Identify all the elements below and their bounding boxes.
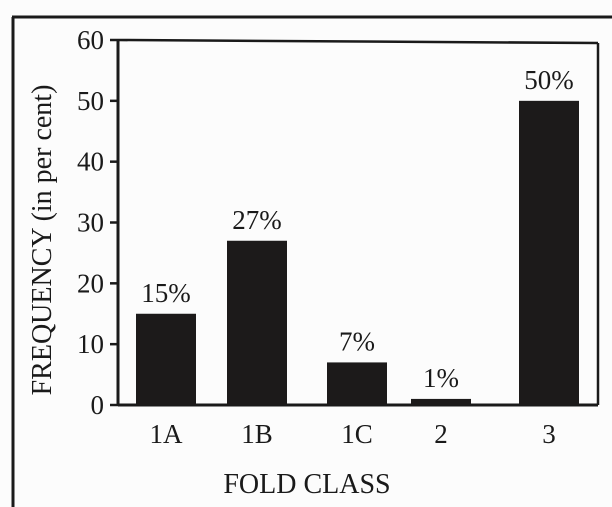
data-label-1B: 27% (232, 205, 282, 235)
bar-1C (327, 362, 387, 405)
x-tick-label-1C: 1C (341, 419, 373, 449)
data-label-2: 1% (423, 363, 459, 393)
y-axis-title: FREQUENCY (in per cent) (27, 85, 58, 396)
y-tick-label: 10 (77, 329, 104, 359)
bars-group (136, 100, 579, 405)
plot-top-border (117, 38, 599, 45)
bar-2 (411, 398, 471, 405)
x-tick-label-1A: 1A (150, 419, 184, 449)
bar-1B (227, 240, 287, 405)
data-label-1A: 15% (141, 278, 191, 308)
x-tick-label-2: 2 (434, 419, 448, 449)
y-tick-label: 50 (77, 86, 104, 116)
bar-1A (136, 313, 196, 405)
y-tick-label: 60 (77, 25, 104, 55)
x-axis-title: FOLD CLASS (223, 469, 390, 500)
data-labels-group: 15% 27% 7% 1% 50% (141, 65, 574, 393)
y-tick-label: 20 (77, 268, 104, 298)
y-tick-label: 30 (77, 208, 104, 238)
x-tick-label-1B: 1B (241, 419, 273, 449)
figure-frame (11, 15, 612, 507)
x-axis: 1A 1B 1C 2 3 (150, 419, 556, 449)
y-axis: 0 10 20 30 40 50 60 (77, 25, 118, 420)
y-tick-label: 40 (77, 147, 104, 177)
data-label-3: 50% (524, 65, 574, 95)
bar-3 (519, 100, 579, 405)
data-label-1C: 7% (339, 326, 375, 356)
x-tick-label-3: 3 (542, 419, 556, 449)
y-tick-label: 0 (91, 390, 105, 420)
